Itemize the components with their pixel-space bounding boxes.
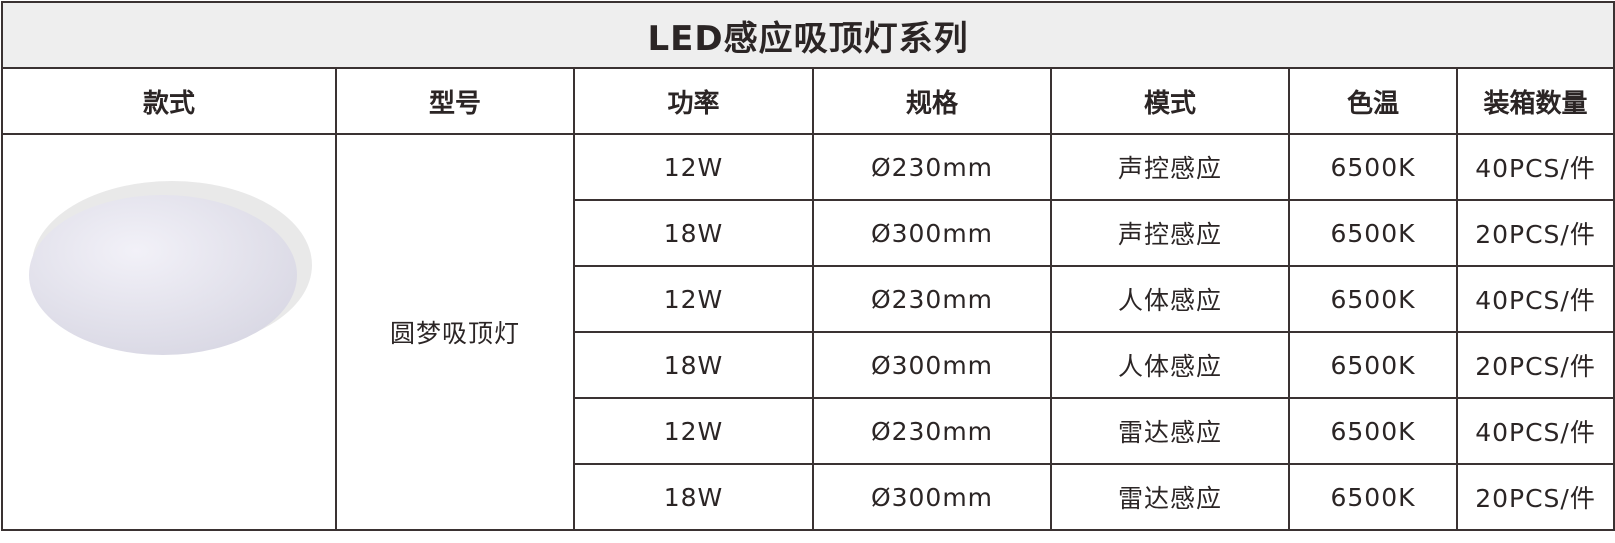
cell-cct: 6500K — [1288, 463, 1458, 531]
table-row: 12W Ø230mm 雷达感应 6500K 40PCS/件 — [2, 397, 1615, 465]
cell-spec: Ø300mm — [812, 199, 1052, 267]
cell-cct: 6500K — [1288, 199, 1458, 267]
cell-packing: 40PCS/件 — [1455, 133, 1615, 201]
cell-cct: 6500K — [1288, 133, 1458, 201]
cell-power: 12W — [573, 397, 814, 465]
ceiling-lamp-image — [29, 181, 312, 355]
cell-cct: 6500K — [1288, 397, 1458, 465]
cell-power: 18W — [573, 199, 814, 267]
table-row: 18W Ø300mm 人体感应 6500K 20PCS/件 — [2, 331, 1615, 399]
header-row: 款式 型号 功率 规格 模式 色温 装箱数量 — [1, 67, 1615, 135]
table-title: LED感应吸顶灯系列 — [0, 1, 1615, 69]
header-power: 功率 — [573, 67, 814, 135]
cell-mode: 声控感应 — [1050, 199, 1290, 267]
cell-mode: 声控感应 — [1050, 133, 1290, 201]
table-row: 18W Ø300mm 声控感应 6500K 20PCS/件 — [2, 199, 1615, 267]
model-cell: 圆梦吸顶灯 — [335, 133, 575, 531]
cell-packing: 20PCS/件 — [1455, 199, 1615, 267]
cell-packing: 20PCS/件 — [1455, 331, 1615, 399]
cell-power: 18W — [573, 331, 814, 399]
header-model: 型号 — [335, 67, 575, 135]
header-spec: 规格 — [812, 67, 1052, 135]
header-cct: 色温 — [1288, 67, 1458, 135]
header-packing: 装箱数量 — [1455, 67, 1615, 135]
product-table: LED感应吸顶灯系列 款式 型号 功率 规格 模式 色温 装箱数量 圆梦吸顶灯 1… — [0, 1, 1615, 531]
header-mode: 模式 — [1050, 67, 1290, 135]
cell-spec: Ø300mm — [812, 331, 1052, 399]
cell-packing: 40PCS/件 — [1455, 265, 1615, 333]
cell-mode: 雷达感应 — [1050, 397, 1290, 465]
cell-mode: 人体感应 — [1050, 331, 1290, 399]
cell-spec: Ø230mm — [812, 133, 1052, 201]
cell-spec: Ø300mm — [812, 463, 1052, 531]
cell-cct: 6500K — [1288, 331, 1458, 399]
table-row: 12W Ø230mm 人体感应 6500K 40PCS/件 — [2, 265, 1615, 333]
cell-packing: 40PCS/件 — [1455, 397, 1615, 465]
product-image-cell — [1, 133, 337, 531]
cell-packing: 20PCS/件 — [1455, 463, 1615, 531]
cell-mode: 雷达感应 — [1050, 463, 1290, 531]
cell-power: 12W — [573, 265, 814, 333]
cell-power: 18W — [573, 463, 814, 531]
header-style: 款式 — [1, 67, 337, 135]
cell-spec: Ø230mm — [812, 265, 1052, 333]
table-row: 圆梦吸顶灯 12W Ø230mm 声控感应 6500K 40PCS/件 — [1, 133, 1615, 531]
table-row: 18W Ø300mm 雷达感应 6500K 20PCS/件 — [2, 463, 1615, 531]
cell-mode: 人体感应 — [1050, 265, 1290, 333]
cell-power: 12W — [573, 133, 814, 201]
cell-cct: 6500K — [1288, 265, 1458, 333]
cell-spec: Ø230mm — [812, 397, 1052, 465]
